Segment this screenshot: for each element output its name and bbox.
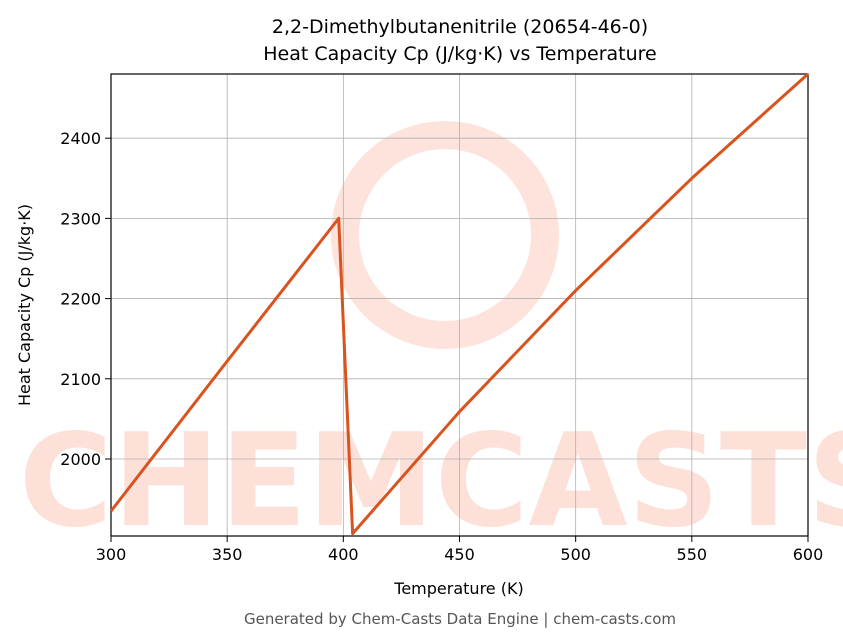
y-tick-label: 2300 (60, 209, 101, 228)
x-tick-label: 400 (328, 545, 359, 564)
y-tick-label: 2000 (60, 450, 101, 469)
y-tick-label: 2200 (60, 290, 101, 309)
plot-frame (110, 73, 809, 537)
footer: Generated by Chem-Casts Data Engine | ch… (244, 610, 676, 628)
data-line (109, 72, 810, 536)
chart-subtitle: Heat Capacity Cp (J/kg·K) vs Temperature (263, 43, 657, 65)
x-tick-label: 550 (677, 545, 708, 564)
plot-area: CHEMCASTS (19, 74, 843, 556)
x-tick-label: 350 (212, 545, 243, 564)
y-tick-label: 2100 (60, 370, 101, 389)
chart-title: 2,2-Dimethylbutanenitrile (20654-46-0) (272, 16, 648, 38)
x-tick-label: 300 (96, 545, 127, 564)
x-tick-label: 500 (560, 545, 591, 564)
x-axis-label: Temperature (K) (393, 579, 523, 598)
x-tick-label: 600 (793, 545, 824, 564)
watermark: CHEMCASTS (19, 407, 843, 556)
y-tick-label: 2400 (60, 129, 101, 148)
y-axis-label: Heat Capacity Cp (J/kg·K) (15, 204, 34, 406)
x-tick-label: 450 (444, 545, 475, 564)
watermark-logo (331, 121, 559, 349)
